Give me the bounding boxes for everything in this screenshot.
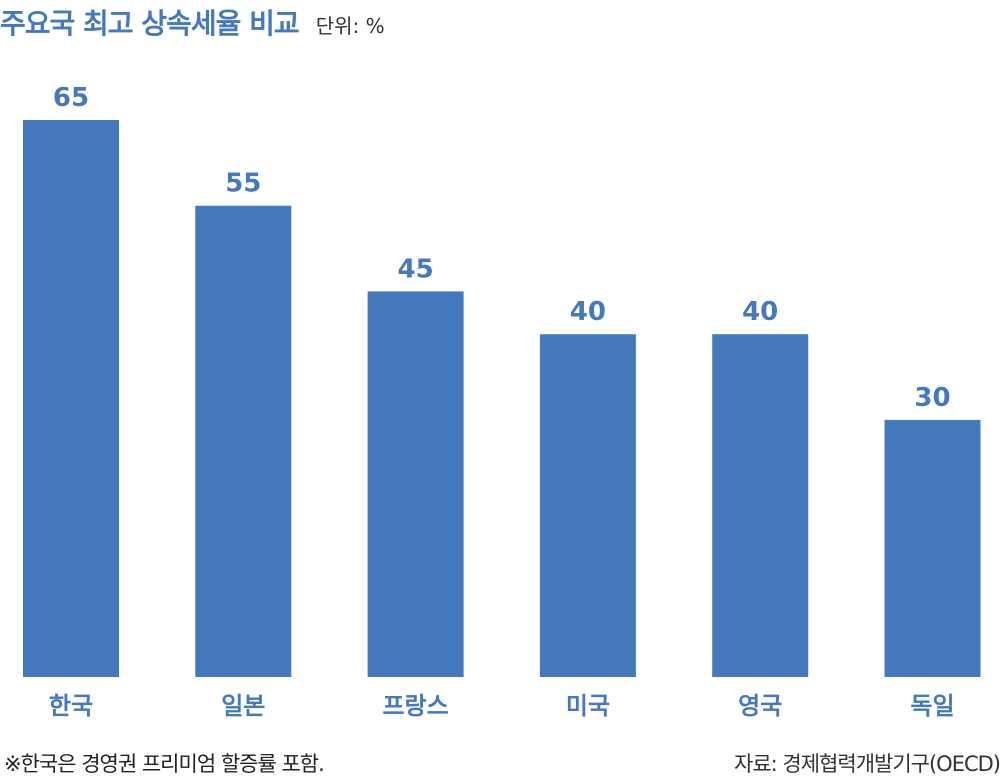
value-label-5: 40 <box>742 297 778 327</box>
bar-5 <box>712 334 809 677</box>
chart-title: 주요국 최고 상속세율 비교 <box>0 7 300 40</box>
unit-label: 단위: % <box>315 14 385 38</box>
chart-header: 주요국 최고 상속세율 비교 단위: % <box>0 2 385 42</box>
value-label-2: 55 <box>225 169 261 199</box>
category-label-3: 프랑스 <box>382 692 448 720</box>
value-label-4: 40 <box>570 297 606 327</box>
category-label-1: 한국 <box>49 692 93 720</box>
bar-1 <box>23 120 119 677</box>
bar-3 <box>367 291 464 677</box>
category-label-5: 영국 <box>738 692 782 720</box>
bar-4 <box>539 334 636 677</box>
bar-2 <box>195 205 292 677</box>
footnote: ※한국은 경영권 프리미엄 할증률 포함. <box>4 752 325 776</box>
value-label-6: 30 <box>914 383 950 413</box>
category-label-2: 일본 <box>221 692 265 720</box>
category-label-4: 미국 <box>566 692 610 720</box>
value-label-3: 45 <box>398 254 434 284</box>
bar-6 <box>884 419 981 677</box>
source-note: 자료: 경제협력개발기구(OECD) <box>734 752 1001 776</box>
value-label-1: 65 <box>53 83 89 113</box>
category-label-6: 독일 <box>910 692 954 720</box>
